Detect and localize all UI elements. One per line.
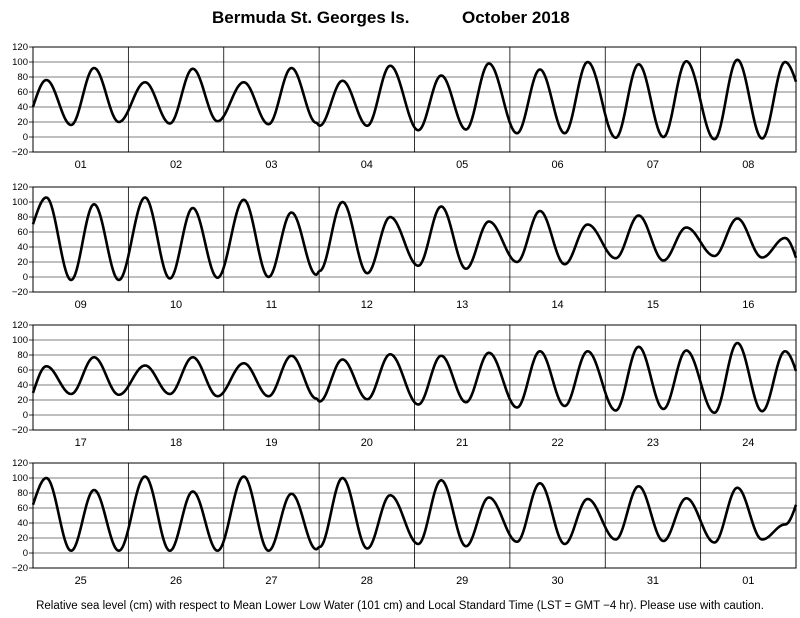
day-label: 21 [456, 437, 468, 449]
day-label: 25 [75, 575, 87, 587]
day-label: 27 [265, 575, 277, 587]
day-label: 07 [647, 159, 659, 171]
y-tick-label: 80 [17, 350, 28, 361]
y-tick-label: 100 [12, 197, 28, 208]
y-tick-label: 40 [17, 518, 28, 529]
day-label: 16 [742, 299, 754, 311]
tide-series-line [31, 341, 798, 415]
y-tick-label: 100 [12, 57, 28, 68]
y-tick-label: 60 [17, 365, 28, 376]
plot-frame [32, 46, 797, 153]
day-label: 31 [647, 575, 659, 587]
tide-series-line [31, 58, 798, 141]
day-label: 03 [265, 159, 277, 171]
y-tick-label: 20 [17, 117, 28, 128]
month-title: October 2018 [462, 8, 570, 27]
day-label: 11 [266, 299, 277, 311]
day-label: 15 [647, 299, 659, 311]
y-tick-label: 60 [17, 503, 28, 514]
y-tick-label: 40 [17, 242, 28, 253]
plot-frame [32, 462, 797, 569]
day-label: 28 [361, 575, 373, 587]
tide-series-line [31, 475, 798, 553]
day-label: 14 [551, 299, 563, 311]
day-label: 13 [456, 299, 468, 311]
y-tick-label: 20 [17, 257, 28, 268]
day-label: 10 [170, 299, 182, 311]
y-tick-label: 0 [23, 132, 28, 143]
day-label: 09 [75, 299, 87, 311]
day-label: 29 [456, 575, 468, 587]
day-label: 24 [742, 437, 754, 449]
y-tick-label: 80 [17, 72, 28, 83]
day-label: 19 [265, 437, 277, 449]
y-tick-label: 80 [17, 212, 28, 223]
y-tick-label: 40 [17, 102, 28, 113]
day-label: 26 [170, 575, 182, 587]
day-label: 22 [551, 437, 563, 449]
y-tick-label: 60 [17, 87, 28, 98]
day-label: 20 [361, 437, 373, 449]
day-label: 05 [456, 159, 468, 171]
y-tick-label: −20 [12, 563, 28, 574]
day-label: 17 [75, 437, 87, 449]
chart-title-bar: Bermuda St. Georges Is. October 2018 [0, 0, 800, 34]
day-label: 01 [75, 159, 87, 171]
tide-series-line [31, 196, 798, 282]
y-tick-label: 120 [12, 320, 28, 331]
y-tick-label: 120 [12, 42, 28, 53]
y-tick-label: −20 [12, 287, 28, 298]
y-tick-label: 20 [17, 395, 28, 406]
y-tick-label: 0 [23, 272, 28, 283]
y-tick-label: 40 [17, 380, 28, 391]
day-label: 04 [361, 159, 373, 171]
y-tick-label: 100 [12, 335, 28, 346]
y-tick-label: −20 [12, 425, 28, 436]
day-label: 18 [170, 437, 182, 449]
day-label: 30 [551, 575, 563, 587]
plot-frame [32, 186, 797, 293]
y-tick-label: 0 [23, 548, 28, 559]
y-tick-label: 60 [17, 227, 28, 238]
day-label: 02 [170, 159, 182, 171]
day-label: 06 [551, 159, 563, 171]
y-tick-label: 120 [12, 458, 28, 469]
y-tick-label: 80 [17, 488, 28, 499]
station-title: Bermuda St. Georges Is. [212, 8, 410, 27]
day-label: 08 [742, 159, 754, 171]
y-tick-label: 120 [12, 182, 28, 193]
day-label: 12 [361, 299, 373, 311]
plot-frame [32, 324, 797, 431]
y-tick-label: 0 [23, 410, 28, 421]
y-tick-label: 20 [17, 533, 28, 544]
y-tick-label: −20 [12, 147, 28, 158]
y-tick-label: 100 [12, 473, 28, 484]
footer-note: Relative sea level (cm) with respect to … [36, 600, 764, 612]
day-label: 23 [647, 437, 659, 449]
day-label: 01 [742, 575, 754, 587]
